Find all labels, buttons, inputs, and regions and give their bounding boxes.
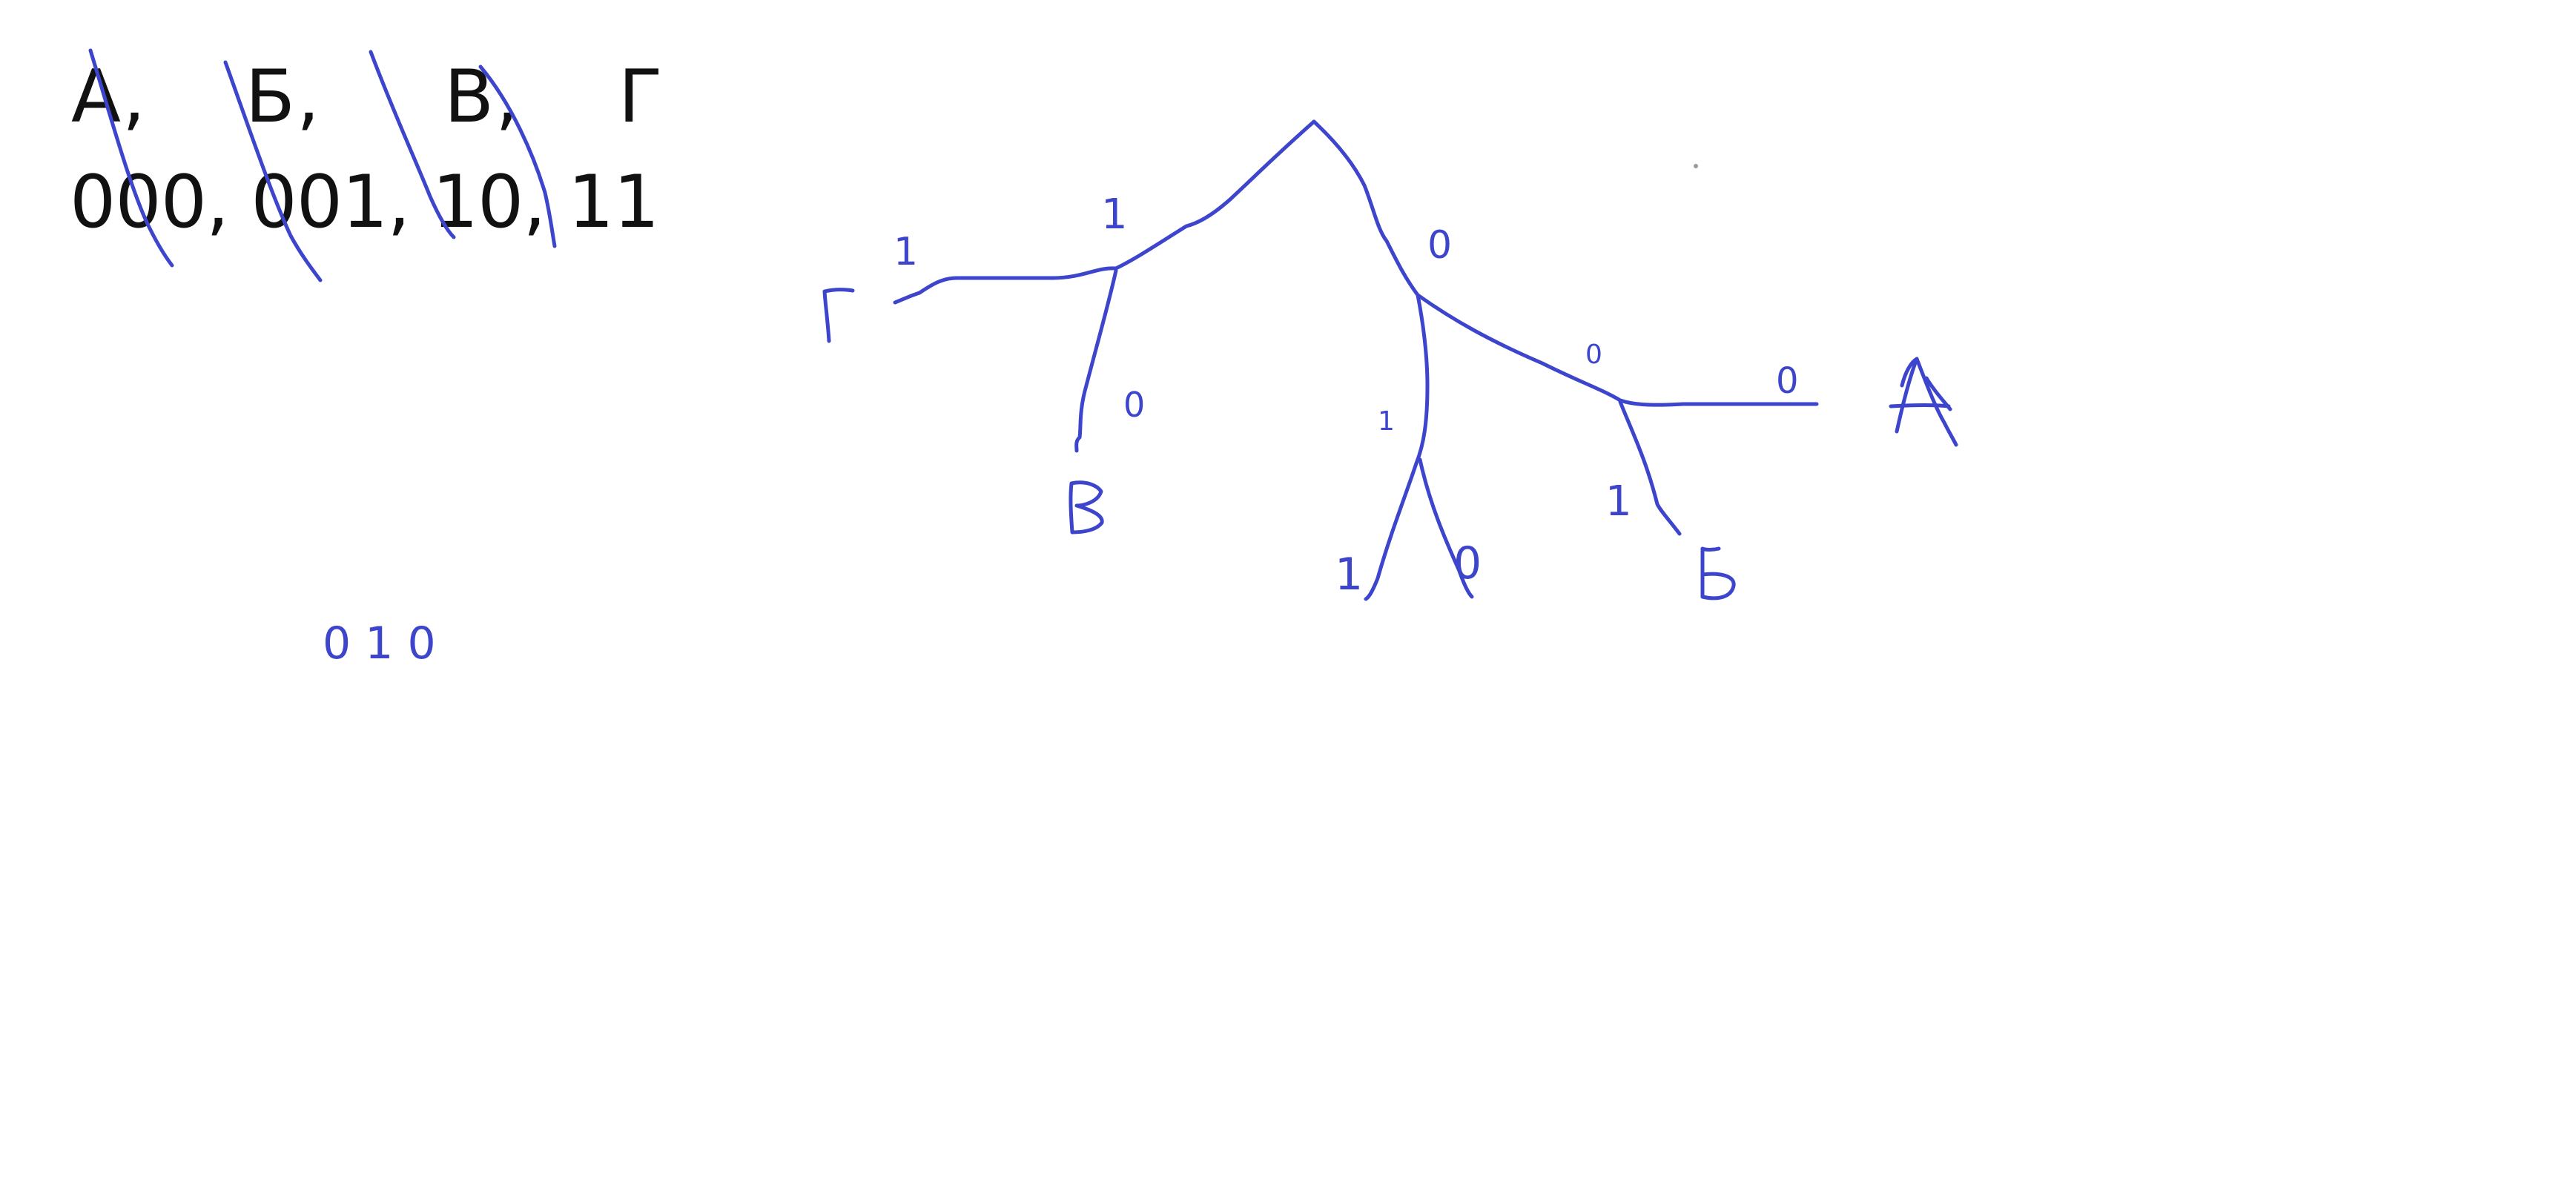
tree-edge-root-right — [1312, 119, 1420, 297]
letter-v-leaf — [1069, 480, 1104, 535]
tree-edge-middle-to-b — [1618, 400, 1682, 536]
edge-label: 1 — [1101, 191, 1128, 239]
edge-label: 0 — [1585, 340, 1602, 370]
strike-stroke-a — [88, 48, 174, 268]
edge-label: 1 — [1605, 477, 1632, 526]
edge-label: 1 — [894, 230, 918, 274]
tree-edge-down-left — [1364, 461, 1419, 601]
tree-edge-down-right — [1418, 457, 1474, 599]
tree-edge-left-to-v — [1074, 268, 1118, 453]
letter-g-leaf — [822, 288, 855, 343]
tree-edge-middle-to-a — [1618, 398, 1819, 407]
tree-edge-left-to-g — [893, 266, 1118, 305]
tree-edge-right-to-middle — [1416, 293, 1622, 403]
strike-stroke-d — [478, 64, 557, 248]
edge-label: 0 — [1427, 223, 1452, 268]
tree-edge-right-down — [1414, 293, 1430, 466]
typed-letters-line: А, Б, В, Г — [71, 55, 664, 139]
letter-b-leaf — [1700, 546, 1736, 600]
letter-a-leaf — [1889, 357, 1958, 447]
edge-label: 1 — [1378, 406, 1395, 437]
edge-label: 0 — [1123, 385, 1145, 425]
edge-label: 0 — [1453, 537, 1482, 589]
edge-label: 1 — [1335, 549, 1363, 600]
tree-edge-root-left — [1114, 119, 1316, 271]
ink-dot — [1694, 164, 1698, 168]
edge-label: 0 — [1776, 360, 1799, 402]
strike-stroke-b — [223, 60, 323, 282]
strike-stroke-c — [369, 50, 456, 239]
bottom-note: 0 1 0 — [323, 618, 436, 669]
